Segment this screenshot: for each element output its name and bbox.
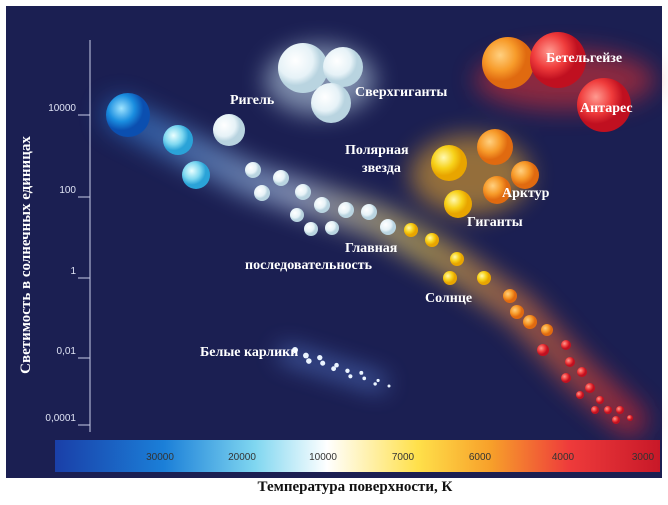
star-label: Белые карлики <box>200 345 298 360</box>
white-dwarf <box>376 378 380 383</box>
star <box>273 170 289 186</box>
star-label: Гиганты <box>467 215 523 230</box>
star <box>523 315 537 329</box>
star-label: Бетельгейзе <box>546 51 622 66</box>
y-axis-title: Светимость в солнечных единицах <box>18 136 34 374</box>
white-dwarf <box>334 362 339 368</box>
star <box>627 415 633 421</box>
star <box>585 383 595 393</box>
star <box>304 222 318 236</box>
star <box>483 176 511 204</box>
star <box>477 271 491 285</box>
star <box>576 391 584 399</box>
star-label: Арктур <box>502 186 550 201</box>
star <box>425 233 439 247</box>
star <box>503 289 517 303</box>
star <box>612 416 620 424</box>
y-tick-label: 100 <box>59 185 76 196</box>
star <box>577 78 631 132</box>
white-dwarf <box>362 376 367 381</box>
white-dwarf <box>303 352 309 359</box>
white-dwarf <box>387 384 391 388</box>
white-dwarf <box>373 382 377 386</box>
star <box>482 37 534 89</box>
star-label: Ригель <box>230 93 275 108</box>
star <box>431 145 467 181</box>
x-tick-label: 30000 <box>146 452 174 463</box>
star <box>443 271 457 285</box>
star <box>278 43 328 93</box>
star <box>604 406 612 414</box>
star <box>182 161 210 189</box>
star <box>295 184 311 200</box>
x-tick-label: 10000 <box>309 452 337 463</box>
star <box>314 197 330 213</box>
star <box>537 344 549 356</box>
star <box>511 161 539 189</box>
star <box>510 305 524 319</box>
star <box>596 396 604 404</box>
star <box>325 221 339 235</box>
star-label: Антарес <box>580 101 633 116</box>
white-dwarf <box>317 354 323 361</box>
star <box>323 47 363 87</box>
x-axis-title: Температура поверхности, К <box>258 479 453 495</box>
star <box>450 252 464 266</box>
star <box>163 125 193 155</box>
white-dwarf <box>359 370 364 375</box>
star-label: Солнце <box>425 291 472 306</box>
white-dwarf <box>348 374 353 379</box>
y-tick-label: 0,0001 <box>45 413 76 424</box>
star <box>541 324 553 336</box>
star <box>591 406 599 414</box>
white-dwarf <box>292 347 298 353</box>
white-dwarf <box>331 366 337 372</box>
x-tick-label: 7000 <box>392 452 415 463</box>
star <box>561 373 571 383</box>
star <box>561 340 571 350</box>
y-tick-label: 1 <box>70 266 76 277</box>
star <box>477 129 513 165</box>
x-tick-label: 6000 <box>469 452 492 463</box>
star <box>380 219 396 235</box>
y-tick-label: 10000 <box>48 103 76 114</box>
star-label: Главная <box>345 241 398 256</box>
white-dwarf <box>345 368 350 373</box>
star <box>338 202 354 218</box>
temperature-bar <box>55 440 660 472</box>
star <box>404 223 418 237</box>
star <box>444 190 472 218</box>
star <box>213 114 245 146</box>
star-label: звезда <box>362 161 401 176</box>
star <box>577 367 587 377</box>
x-tick-label: 3000 <box>632 452 655 463</box>
y-tick-label: 0,01 <box>57 346 77 357</box>
star <box>616 406 624 414</box>
star <box>565 357 575 367</box>
star <box>290 208 304 222</box>
star-label: Полярная <box>345 143 409 158</box>
x-tick-label: 4000 <box>552 452 575 463</box>
white-dwarf <box>306 358 312 364</box>
star <box>361 204 377 220</box>
star-label: последовательность <box>245 258 373 273</box>
white-dwarf <box>320 360 326 366</box>
star <box>530 32 586 88</box>
star <box>106 93 150 137</box>
star <box>254 185 270 201</box>
star-label: Сверхгиганты <box>355 85 447 100</box>
star <box>245 162 261 178</box>
star <box>311 83 351 123</box>
x-tick-label: 20000 <box>228 452 256 463</box>
